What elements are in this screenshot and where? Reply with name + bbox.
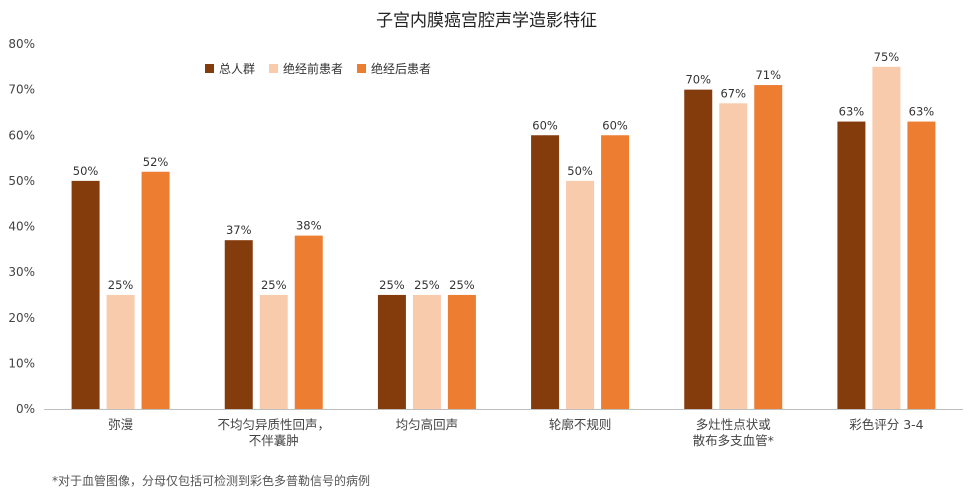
bar xyxy=(837,121,866,409)
bar xyxy=(377,294,406,409)
data-label: 37% xyxy=(226,223,252,237)
bar xyxy=(531,135,560,409)
bar xyxy=(259,294,288,409)
y-tick-label: 40% xyxy=(8,220,35,234)
data-label: 75% xyxy=(874,50,900,64)
bar xyxy=(684,89,713,409)
bar xyxy=(447,294,476,409)
bar xyxy=(566,180,595,409)
data-label: 60% xyxy=(602,118,628,132)
legend-label-postmenopausal: 绝经后患者 xyxy=(371,62,432,76)
data-label: 25% xyxy=(261,278,287,292)
y-tick-label: 20% xyxy=(8,311,35,325)
x-tick-label: 轮廓不规则 xyxy=(549,417,612,432)
bar xyxy=(106,294,135,409)
legend-item-premenopausal: 绝经前患者 xyxy=(269,60,343,77)
data-label: 63% xyxy=(839,105,865,119)
y-tick-label: 30% xyxy=(8,265,35,279)
legend-swatch-premenopausal xyxy=(269,64,279,73)
x-tick-label: 不伴囊肿 xyxy=(249,433,299,448)
footnote: *对于血管图像，分母仅包括可检测到彩色多普勒信号的病例 xyxy=(52,474,371,488)
bar xyxy=(71,180,100,409)
x-tick-label: 均匀高回声 xyxy=(396,417,459,432)
y-tick-label: 50% xyxy=(8,174,35,188)
data-label: 67% xyxy=(720,86,746,100)
data-label: 50% xyxy=(73,164,99,178)
data-label: 60% xyxy=(532,118,558,132)
data-label: 63% xyxy=(909,105,935,119)
data-label: 25% xyxy=(108,278,134,292)
data-label: 50% xyxy=(567,164,593,178)
chart-legend: 总人群 绝经前患者 绝经后患者 xyxy=(205,60,431,77)
legend-item-total: 总人群 xyxy=(205,60,255,77)
x-tick-label: 弥漫 xyxy=(108,417,133,432)
bar xyxy=(907,121,936,409)
chart-title: 子宫内膜癌宫腔声学造影特征 xyxy=(376,11,597,31)
bar xyxy=(601,135,630,409)
bar xyxy=(754,85,783,409)
data-label: 71% xyxy=(755,68,781,82)
bar xyxy=(412,294,441,409)
legend-label-total: 总人群 xyxy=(219,62,256,76)
data-label: 25% xyxy=(414,278,440,292)
bar xyxy=(294,235,323,409)
x-tick-label: 不均匀异质性回声， xyxy=(217,417,330,432)
y-tick-label: 60% xyxy=(8,128,35,142)
bar xyxy=(719,103,748,409)
bar xyxy=(141,171,170,409)
y-tick-label: 10% xyxy=(8,356,35,370)
x-tick-label: 彩色评分 3-4 xyxy=(849,417,923,432)
data-label: 38% xyxy=(296,219,322,233)
bar xyxy=(872,66,901,409)
x-tick-label: 散布多支血管* xyxy=(693,433,774,448)
legend-swatch-total xyxy=(205,64,214,73)
y-tick-label: 0% xyxy=(16,402,35,416)
data-label: 70% xyxy=(685,73,711,87)
legend-label-premenopausal: 绝经前患者 xyxy=(283,62,344,76)
y-tick-label: 80% xyxy=(8,37,35,51)
x-tick-label: 多灶性点状或 xyxy=(696,417,772,432)
bar xyxy=(224,240,253,409)
y-tick-label: 70% xyxy=(8,83,35,97)
legend-item-postmenopausal: 绝经后患者 xyxy=(357,60,431,77)
legend-swatch-postmenopausal xyxy=(357,64,367,73)
data-label: 25% xyxy=(449,278,475,292)
data-label: 52% xyxy=(143,155,169,169)
data-label: 25% xyxy=(379,278,405,292)
